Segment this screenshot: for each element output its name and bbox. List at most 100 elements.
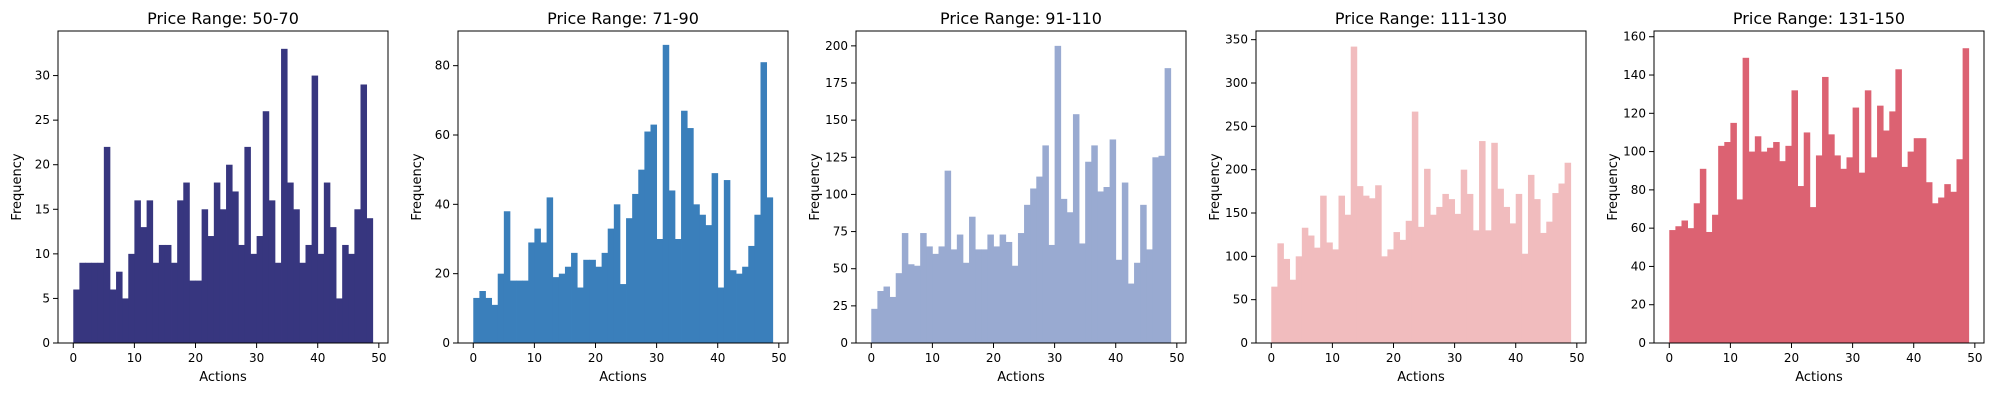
histogram-bar [1436,206,1443,343]
histogram-bar [1295,256,1303,343]
y-axis-label: Frequency [808,153,823,220]
histogram-bar [1277,243,1284,343]
y-tick-label: 10 [35,247,50,261]
histogram-bar [1146,249,1153,343]
histogram-bar [1962,48,1970,344]
histogram-bar [1907,151,1915,343]
histogram-bar [213,182,221,343]
histogram-bar [552,277,560,343]
histogram-bar [571,252,578,343]
x-tick-label: 30 [649,351,664,365]
y-axis-label: Frequency [1606,153,1621,220]
histogram-bar [607,228,615,343]
histogram-bar [1448,199,1456,343]
histogram-bar [564,266,572,343]
y-tick-label: 150 [1225,206,1248,220]
histogram-bar [1017,233,1025,343]
histogram-bar [583,259,590,343]
histogram-bar [1103,187,1111,343]
histogram-bar [626,218,633,343]
histogram-bar [650,124,658,343]
histogram-bar [1036,176,1043,343]
histogram-bar [207,236,215,343]
histogram-bar [1479,141,1486,343]
histogram-bar [195,280,203,343]
x-tick-label: 10 [1325,351,1340,365]
histogram-bar [134,200,141,343]
histogram-bar [742,266,749,343]
histogram-bar [1271,286,1278,343]
histogram-bar [1748,151,1756,343]
histogram-bar [360,84,368,343]
histogram-bar [1938,197,1945,343]
histogram-bar [1497,188,1504,343]
histogram-bar [1895,69,1902,343]
histogram-bar [305,244,313,343]
histogram-bar [981,249,988,343]
chart-title: Price Range: 111-130 [1335,9,1507,28]
histogram-bar [103,146,111,343]
histogram-bar [73,289,80,343]
histogram-bar [1852,107,1860,343]
x-tick-label: 50 [771,351,786,365]
histogram-bar [1091,145,1098,343]
histogram-bar [1932,203,1939,343]
histogram-bar [226,164,233,343]
y-axis-label: Frequency [10,153,25,220]
histogram-bar [1350,46,1358,343]
histogram-bar [201,209,209,343]
histogram-bar [1314,247,1321,343]
histogram-bar [1521,253,1529,343]
histogram-bar [268,200,276,343]
x-tick-label: 50 [1169,351,1184,365]
histogram-bar [693,204,700,343]
histogram-bar [485,297,493,343]
axes-frame [457,30,789,344]
histogram-bar [1356,186,1364,343]
histogram-bar [140,227,148,343]
histogram-bar [540,242,548,343]
histogram-bar [91,262,99,343]
histogram-bar [1724,142,1731,343]
y-tick-label: 140 [1623,68,1646,82]
y-tick-label: 20 [35,158,50,172]
histogram-bar [122,298,129,343]
histogram-bar [914,265,921,343]
histogram-bar [1424,168,1431,343]
histogram-bar [1681,220,1689,343]
histogram-bar [1791,90,1799,343]
y-tick-label: 80 [435,59,450,73]
histogram-bar [97,262,105,343]
chart-title: Price Range: 50-70 [147,9,299,28]
x-tick-label: 50 [1967,351,1982,365]
histogram-bar [920,233,927,343]
histogram-bar [293,209,300,343]
histogram-bar [1152,157,1159,343]
histogram-bar [189,280,196,343]
y-tick-label: 350 [1225,33,1248,47]
histogram-bar [723,180,731,343]
y-tick-label: 25 [35,113,50,127]
histogram-bar [516,280,523,343]
histogram-bar [250,253,258,343]
histogram-bar [183,182,190,343]
histogram-bar [299,262,306,343]
histogram-bar [1344,214,1352,343]
histogram-bar [1754,136,1762,343]
histogram-bar [558,273,566,343]
histogram-bar [766,197,774,343]
histogram-bar [152,262,160,343]
histogram-bar [1834,155,1841,343]
histogram-bar [128,253,135,343]
y-tick-label: 80 [1631,183,1646,197]
histogram-bar [342,244,349,343]
histogram-bar [1675,226,1682,343]
y-tick-label: 100 [1225,249,1248,263]
y-tick-label: 125 [825,150,848,164]
histogram-bar [748,245,755,343]
y-tick-label: 60 [435,128,450,142]
y-tick-label: 0 [42,336,50,350]
histogram-bar [1338,195,1346,343]
y-tick-label: 160 [1623,30,1646,44]
